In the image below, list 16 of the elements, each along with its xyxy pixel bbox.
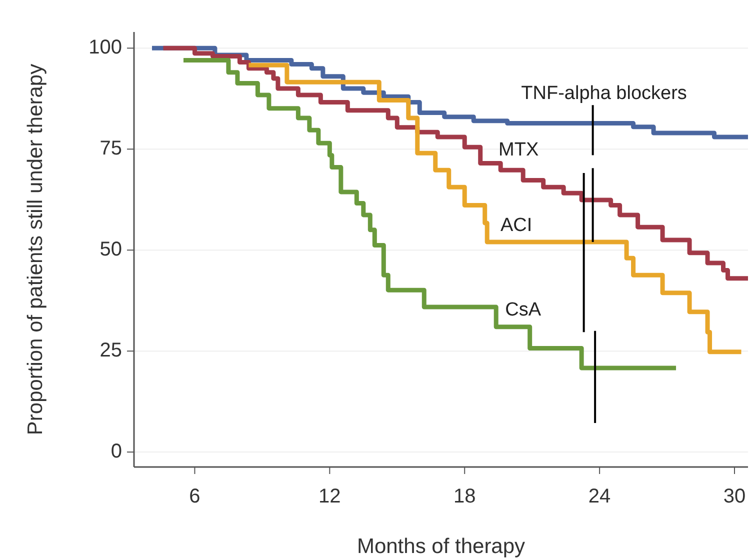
x-tick-label: 18 bbox=[453, 485, 476, 508]
y-tick-label: 50 bbox=[100, 238, 122, 260]
x-tick-label: 24 bbox=[588, 485, 611, 508]
x-tick-label: 6 bbox=[189, 485, 200, 508]
y-axis-title: Proportion of patients still under therapy bbox=[24, 63, 47, 436]
y-tick-label: 0 bbox=[110, 440, 122, 462]
y-tick-label: 75 bbox=[100, 137, 122, 160]
series-label: CsA bbox=[505, 300, 542, 321]
y-tick-label: 25 bbox=[100, 339, 122, 362]
x-tick-label: 12 bbox=[318, 485, 341, 508]
series-label: MTX bbox=[498, 139, 539, 160]
x-axis-title: Months of therapy bbox=[356, 535, 526, 558]
y-tick-label: 100 bbox=[88, 36, 122, 58]
series-label: TNF-alpha blockers bbox=[521, 82, 687, 104]
series-label: ACI bbox=[500, 214, 532, 236]
x-tick-label: 30 bbox=[723, 485, 746, 508]
